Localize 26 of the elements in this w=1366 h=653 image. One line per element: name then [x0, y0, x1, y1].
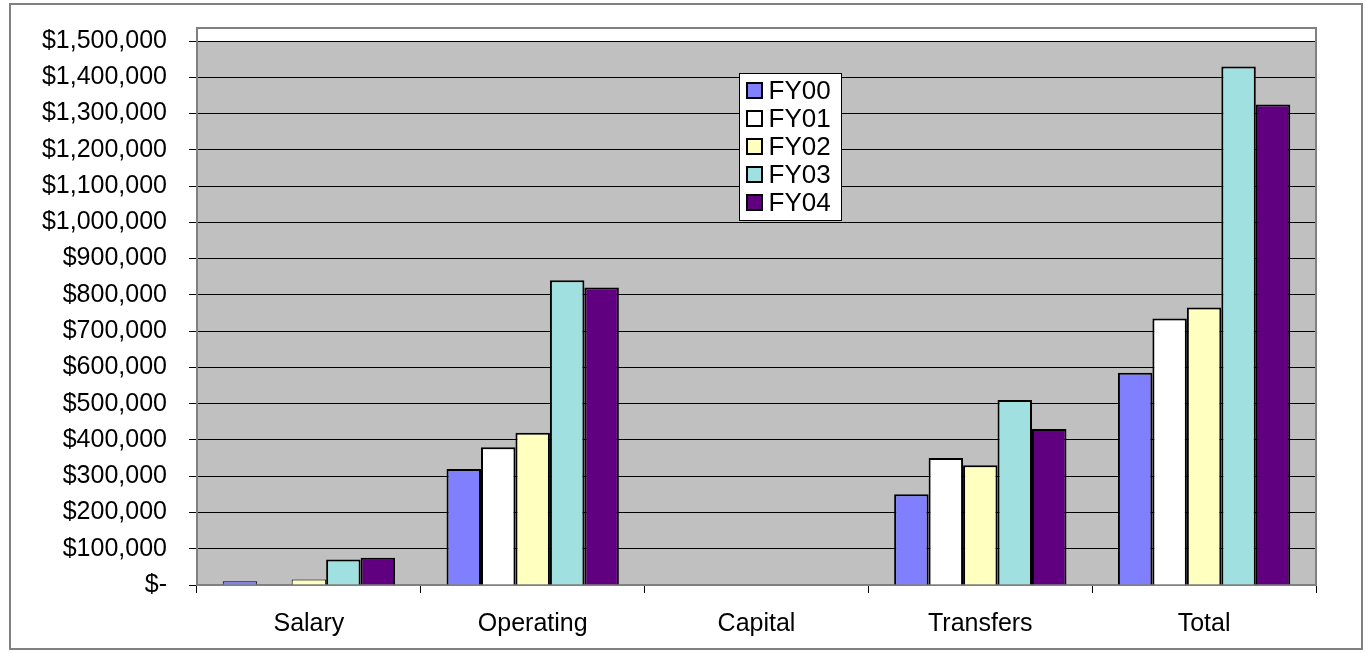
x-tick-label: Transfers — [927, 607, 1033, 636]
y-tick-label: $1,500,000 — [41, 24, 167, 53]
y-tick-label: $800,000 — [62, 278, 167, 307]
y-tick-label: $300,000 — [62, 460, 167, 489]
x-tick-label: Salary — [273, 607, 345, 636]
y-tick-label: $700,000 — [62, 315, 167, 344]
y-tick-label: $600,000 — [62, 351, 167, 380]
x-tick-label: Capital — [717, 607, 796, 636]
y-tick-label: $900,000 — [62, 242, 167, 271]
legend-label: FY01 — [768, 103, 831, 133]
y-tick-label: $500,000 — [62, 387, 167, 416]
y-tick-label: $200,000 — [62, 496, 167, 525]
y-tick-label: $100,000 — [62, 532, 167, 561]
y-tick-label: $400,000 — [62, 423, 167, 452]
legend-label: FY04 — [768, 187, 831, 217]
y-tick-label: $- — [144, 568, 167, 597]
y-tick-label: $1,000,000 — [41, 206, 167, 235]
y-tick-label: $1,100,000 — [41, 169, 167, 198]
legend-label: FY02 — [768, 131, 831, 161]
y-tick-label: $1,400,000 — [41, 61, 167, 90]
legend-label: FY00 — [768, 75, 831, 105]
legend-label: FY03 — [768, 159, 831, 189]
x-tick-label: Total — [1177, 607, 1231, 636]
y-tick-label: $1,300,000 — [41, 97, 167, 126]
y-tick-label: $1,200,000 — [41, 133, 167, 162]
x-tick-label: Operating — [477, 607, 588, 636]
